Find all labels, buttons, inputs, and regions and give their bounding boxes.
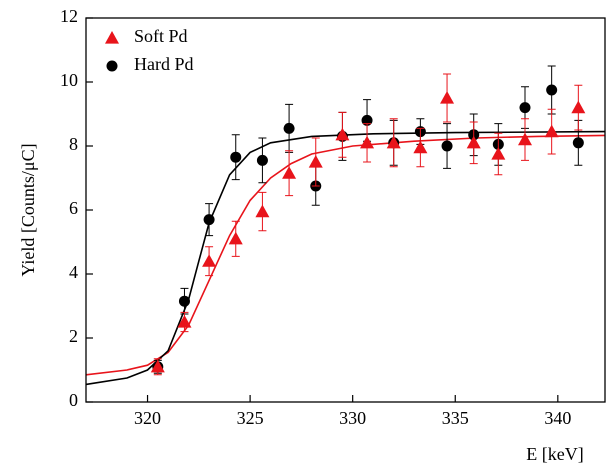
data-point	[228, 231, 243, 245]
y-tick-label: 0	[69, 390, 78, 410]
plot-frame	[85, 17, 606, 403]
data-point	[544, 124, 559, 138]
y-tick-label: 6	[69, 198, 78, 218]
data-point	[386, 135, 401, 149]
x-axis-label: E [keV]	[526, 444, 583, 464]
y-tick-label: 10	[60, 70, 78, 90]
legend-marker	[105, 31, 119, 44]
data-point	[202, 254, 217, 267]
data-point	[255, 204, 270, 218]
data-point	[519, 102, 531, 114]
legend-label: Soft Pd	[134, 26, 188, 46]
y-tick-label: 2	[69, 326, 78, 346]
data-point	[177, 315, 192, 328]
data-point	[440, 91, 455, 104]
y-axis-label: Yield [Counts/μC]	[18, 143, 38, 276]
data-point	[441, 140, 453, 152]
data-point	[546, 84, 558, 96]
fit-curve	[85, 130, 606, 386]
data-point	[360, 135, 375, 149]
x-tick-label: 330	[339, 408, 366, 428]
x-tick-label: 335	[442, 408, 469, 428]
data-point	[308, 155, 323, 168]
data-point	[572, 137, 584, 149]
data-point	[335, 127, 350, 141]
x-tick-label: 325	[237, 408, 264, 428]
x-tick-label: 320	[134, 408, 161, 428]
fit-curve	[85, 134, 606, 376]
legend-label: Hard Pd	[134, 54, 194, 74]
data-point	[283, 122, 295, 134]
data-point	[491, 147, 506, 160]
data-point	[282, 166, 297, 179]
data-point	[466, 135, 481, 149]
data-point	[413, 140, 428, 154]
data-point	[256, 154, 268, 166]
data-point	[571, 100, 586, 114]
data-point	[517, 132, 532, 146]
data-point	[203, 214, 215, 226]
data-point	[230, 151, 242, 163]
x-tick-label: 340	[544, 408, 571, 428]
y-tick-label: 12	[60, 6, 78, 26]
y-tick-label: 8	[69, 134, 78, 154]
data-point	[150, 359, 165, 373]
legend-marker	[106, 60, 118, 72]
y-tick-label: 4	[69, 262, 78, 282]
data-point	[178, 295, 190, 307]
